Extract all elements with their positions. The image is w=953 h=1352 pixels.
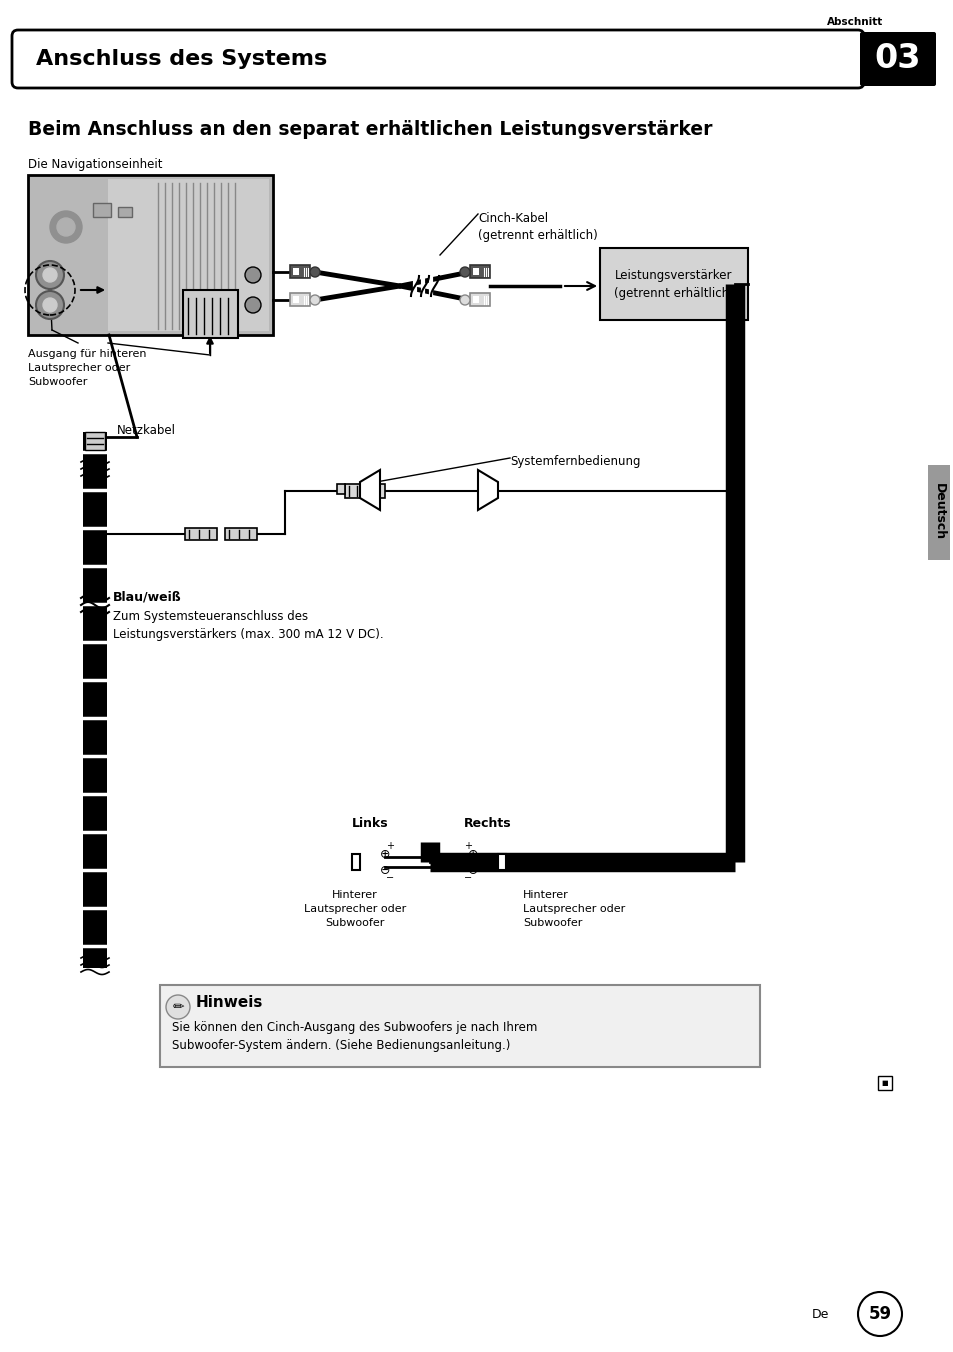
Text: Lautsprecher oder: Lautsprecher oder bbox=[522, 904, 624, 914]
Bar bbox=[336, 484, 345, 493]
Text: Sie können den Cinch-Ausgang des Subwoofers je nach Ihrem
Subwoofer-System änder: Sie können den Cinch-Ausgang des Subwoof… bbox=[172, 1021, 537, 1052]
Circle shape bbox=[43, 268, 57, 283]
Text: De: De bbox=[811, 1307, 828, 1321]
Bar bbox=[160, 986, 760, 1067]
Text: +: + bbox=[386, 841, 394, 850]
Text: ⊕: ⊕ bbox=[467, 848, 477, 860]
Text: Hinweis: Hinweis bbox=[195, 995, 263, 1010]
Circle shape bbox=[50, 211, 82, 243]
Circle shape bbox=[459, 295, 470, 306]
Text: ✏: ✏ bbox=[172, 1000, 184, 1014]
Text: Beim Anschluss an den separat erhältlichen Leistungsverstärker: Beim Anschluss an den separat erhältlich… bbox=[28, 120, 712, 139]
Text: Subwoofer: Subwoofer bbox=[522, 918, 581, 927]
Text: 03: 03 bbox=[874, 42, 921, 76]
Text: 59: 59 bbox=[867, 1305, 891, 1324]
Text: Systemfernbedienung: Systemfernbedienung bbox=[510, 456, 639, 468]
Circle shape bbox=[36, 291, 64, 319]
Text: Abschnitt: Abschnitt bbox=[826, 18, 882, 27]
Bar bbox=[85, 433, 105, 450]
Circle shape bbox=[36, 261, 64, 289]
Circle shape bbox=[43, 297, 57, 312]
Bar bbox=[599, 247, 747, 320]
Bar bbox=[470, 293, 490, 306]
Bar bbox=[345, 484, 385, 498]
Bar bbox=[293, 296, 298, 303]
Circle shape bbox=[245, 266, 261, 283]
Bar bbox=[28, 174, 273, 335]
Bar bbox=[927, 465, 949, 560]
Text: Leistungsverstärker
(getrennt erhältlich): Leistungsverstärker (getrennt erhältlich… bbox=[614, 269, 733, 300]
Polygon shape bbox=[359, 470, 379, 510]
Bar bbox=[183, 289, 237, 338]
FancyBboxPatch shape bbox=[12, 30, 863, 88]
Bar bbox=[290, 265, 310, 279]
Circle shape bbox=[310, 295, 319, 306]
Text: Die Navigationseinheit: Die Navigationseinheit bbox=[28, 158, 162, 170]
Text: Ausgang für hinteren
Lautsprecher oder
Subwoofer: Ausgang für hinteren Lautsprecher oder S… bbox=[28, 349, 147, 387]
Text: Hinterer: Hinterer bbox=[332, 890, 377, 900]
Bar bbox=[497, 854, 505, 869]
FancyBboxPatch shape bbox=[859, 32, 935, 87]
Bar bbox=[108, 178, 269, 331]
Text: ⊖: ⊖ bbox=[379, 864, 390, 876]
Bar bbox=[470, 265, 490, 279]
Text: Zum Systemsteueranschluss des
Leistungsverstärkers (max. 300 mA 12 V DC).: Zum Systemsteueranschluss des Leistungsv… bbox=[112, 610, 383, 641]
Text: Blau/weiß: Blau/weiß bbox=[112, 589, 181, 603]
Text: Links: Links bbox=[352, 817, 388, 830]
Bar bbox=[92, 203, 111, 218]
Text: ■: ■ bbox=[881, 1080, 887, 1086]
Bar bbox=[185, 529, 216, 539]
Bar bbox=[118, 207, 132, 218]
Bar bbox=[293, 268, 298, 274]
Text: Deutsch: Deutsch bbox=[931, 484, 944, 541]
Bar bbox=[473, 296, 478, 303]
Circle shape bbox=[166, 995, 190, 1019]
Text: Netzkabel: Netzkabel bbox=[117, 425, 175, 437]
Polygon shape bbox=[477, 470, 497, 510]
Text: ⊖: ⊖ bbox=[467, 864, 477, 876]
Bar bbox=[83, 433, 107, 968]
Circle shape bbox=[245, 297, 261, 314]
Text: Rechts: Rechts bbox=[464, 817, 511, 830]
Bar bbox=[225, 529, 256, 539]
Text: Anschluss des Systems: Anschluss des Systems bbox=[36, 49, 327, 69]
Text: ⊕: ⊕ bbox=[379, 848, 390, 860]
Text: Lautsprecher oder: Lautsprecher oder bbox=[304, 904, 406, 914]
Text: −: − bbox=[463, 873, 472, 883]
Text: Cinch-Kabel
(getrennt erhältlich): Cinch-Kabel (getrennt erhältlich) bbox=[477, 212, 598, 242]
Circle shape bbox=[857, 1293, 901, 1336]
Text: −: − bbox=[386, 873, 394, 883]
Circle shape bbox=[310, 266, 319, 277]
Text: +: + bbox=[463, 841, 472, 850]
Bar bbox=[290, 293, 310, 306]
Text: Hinterer: Hinterer bbox=[522, 890, 568, 900]
Bar bbox=[473, 268, 478, 274]
Bar bbox=[352, 854, 359, 869]
Circle shape bbox=[459, 266, 470, 277]
Bar bbox=[877, 1076, 891, 1090]
Circle shape bbox=[57, 218, 75, 237]
Text: Subwoofer: Subwoofer bbox=[325, 918, 384, 927]
